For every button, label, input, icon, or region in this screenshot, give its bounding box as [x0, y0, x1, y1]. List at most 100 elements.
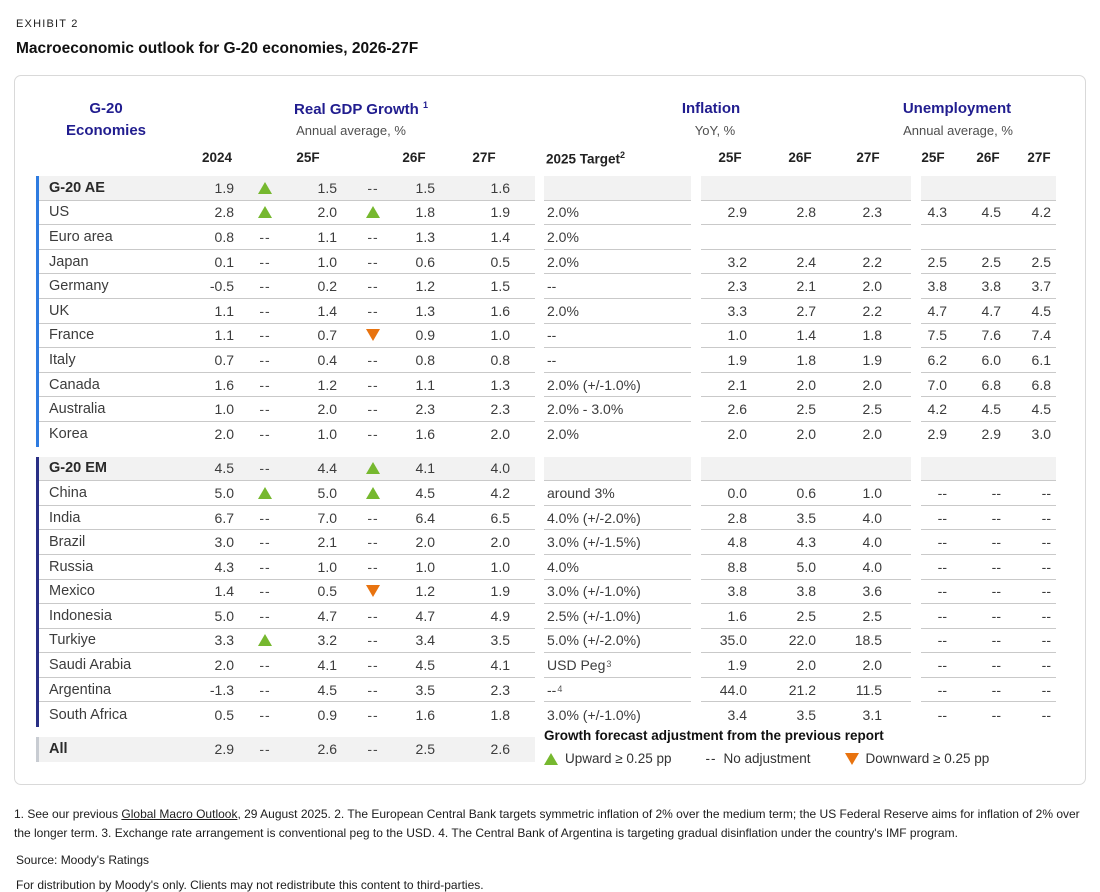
gdp-25f-cell: 1.2 [293, 373, 343, 398]
inflation-target-cell [544, 176, 691, 201]
unemployment-25f-cell: 2.5 [921, 250, 950, 275]
inflation-27f-cell: 11.5 [819, 678, 911, 703]
gdp-2024-cell: 5.0 [185, 481, 237, 506]
column-gap [691, 555, 701, 580]
row-label: UK [39, 299, 185, 324]
gdp-2024-cell: 1.9 [185, 176, 237, 201]
up-arrow-cell [237, 201, 293, 226]
table-row: Korea 2.0 -- 1.0 -- 1.6 2.0 2.0% 2.0 2.0 2.0 2.9 2.9… [36, 421, 1056, 447]
up-arrow-icon [366, 206, 380, 219]
unemployment-27f-cell: -- [1004, 481, 1056, 506]
table-row: Russia 4.3 -- 1.0 -- 1.0 1.0 4.0% 8.8 5.0 4.0 -- -- -… [36, 554, 1056, 580]
column-gap [691, 373, 701, 398]
gdp-27f-cell: 4.0 [439, 456, 535, 482]
column-gap [911, 481, 921, 506]
inflation-25f-cell: 1.9 [701, 653, 750, 678]
gdp-25f-cell: 1.5 [293, 176, 343, 201]
gdp-group-title: Real GDP Growth [294, 101, 419, 118]
no-adjustment-cell: -- [237, 397, 293, 422]
global-macro-outlook-link[interactable]: Global Macro Outlook [121, 807, 238, 821]
up-arrow-cell [237, 481, 293, 506]
unemployment-25f-cell: 4.7 [921, 299, 950, 324]
inflation-target-cell: 2.0% [544, 299, 691, 324]
column-gap [911, 555, 921, 580]
unemployment-25f-cell: 6.2 [921, 348, 950, 373]
col-header-gdp-27f: 27F [472, 150, 496, 165]
inflation-26f-cell: 2.5 [750, 604, 819, 629]
inflation-target-cell: -- [544, 274, 691, 299]
inflation-target-cell: 2.0% [544, 422, 691, 447]
target-text: 4.0% [547, 558, 579, 575]
unemployment-group-header: Unemployment [902, 100, 1012, 117]
up-arrow-icon [258, 486, 272, 499]
unemployment-26f-cell: 2.9 [981, 426, 1001, 443]
no-adjustment-cell: -- [237, 580, 293, 605]
row-label: US [39, 201, 185, 226]
inflation-25f-cell: 44.0 [701, 678, 750, 703]
gdp-27f-cell: 2.0 [490, 426, 510, 443]
table-row: South Africa 0.5 -- 0.9 -- 1.6 1.8 3.0% (+/-1.0… [36, 702, 1056, 728]
inflation-27f-cell: 2.0 [862, 426, 882, 443]
no-adjustment-cell: -- [367, 426, 379, 443]
target-text: -- [547, 327, 557, 344]
inflation-25f-cell: 2.1 [701, 373, 750, 398]
no-adjustment-cell: -- [343, 176, 403, 201]
inflation-26f-cell [750, 176, 819, 201]
column-gap [535, 225, 544, 250]
row-label: Mexico [39, 580, 185, 605]
gdp-25f-cell: 1.0 [293, 555, 343, 580]
gdp-26f-cell: 1.1 [403, 373, 439, 398]
unemployment-27f-cell: -- [1004, 653, 1056, 678]
inflation-26f-cell: 2.0 [796, 426, 816, 443]
inflation-group-subtitle: YoY, % [694, 123, 736, 138]
gdp-2024-cell: 6.7 [185, 506, 237, 531]
column-gap [535, 299, 544, 324]
inflation-27f-cell: 4.0 [819, 506, 911, 531]
unemployment-26f-cell: 4.7 [950, 299, 1004, 324]
col-header-inflation-26f: 26F [788, 150, 812, 165]
unemployment-25f-cell: -- [921, 604, 950, 629]
inflation-26f-cell: 4.3 [750, 530, 819, 555]
no-adjustment-cell: -- [259, 426, 271, 443]
column-gap [911, 373, 921, 398]
inflation-26f-cell: 21.2 [750, 678, 819, 703]
gdp-2024-cell: 2.0 [185, 653, 237, 678]
inflation-25f-cell: 2.8 [701, 506, 750, 531]
inflation-26f-cell: 2.1 [750, 274, 819, 299]
column-gap [911, 604, 921, 629]
table-row: Australia 1.0 -- 2.0 -- 2.3 2.3 2.0% - 3.0% 2.6 2… [36, 397, 1056, 422]
no-adjustment-cell: -- [237, 373, 293, 398]
inflation-26f-cell: 2.4 [750, 250, 819, 275]
gdp-26f-cell: 0.9 [403, 324, 439, 349]
inflation-26f-cell: 2.0 [750, 653, 819, 678]
column-gap [535, 678, 544, 703]
footnotes: 1. See our previous Global Macro Outlook… [14, 805, 1094, 843]
up-arrow-icon [366, 486, 380, 499]
inflation-27f-cell: 2.0 [819, 653, 911, 678]
unemployment-26f-cell [950, 176, 1004, 201]
target-text: 2.5% (+/-1.0%) [547, 607, 641, 624]
inflation-26f-cell: 2.5 [750, 397, 819, 422]
no-adjustment-cell: -- [237, 274, 293, 299]
inflation-27f-cell: 18.5 [819, 629, 911, 654]
gdp-27f-cell: 1.9 [439, 201, 535, 226]
inflation-27f-cell: 2.0 [819, 274, 911, 299]
no-adjustment-cell: -- [343, 555, 403, 580]
unemployment-27f-cell: -- [1004, 555, 1056, 580]
gdp-27f-cell: 1.0 [439, 555, 535, 580]
unemployment-27f-cell: -- [1004, 629, 1056, 654]
gdp-2024-cell: 3.3 [185, 629, 237, 654]
inflation-26f-cell: 3.5 [796, 706, 816, 723]
unemployment-27f-cell: -- [1004, 580, 1056, 605]
table-row: Turkiye 3.3 3.2 -- 3.4 3.5 5.0% (+/-2.0%) 35.0 2… [36, 628, 1056, 654]
column-gap [691, 457, 701, 482]
inflation-27f-cell: 4.0 [819, 530, 911, 555]
inflation-target-cell: 3.0% (+/-1.0%) [544, 580, 691, 605]
row-label: Germany [39, 274, 185, 299]
unemployment-26f-cell [950, 456, 1004, 482]
gdp-27f-cell: 1.0 [439, 324, 535, 349]
gdp-26f-cell: 3.4 [403, 629, 439, 654]
unemployment-26f-cell: 3.8 [950, 274, 1004, 299]
no-adjustment-symbol: -- [705, 751, 717, 766]
gdp-2024-cell: 1.4 [185, 580, 237, 605]
